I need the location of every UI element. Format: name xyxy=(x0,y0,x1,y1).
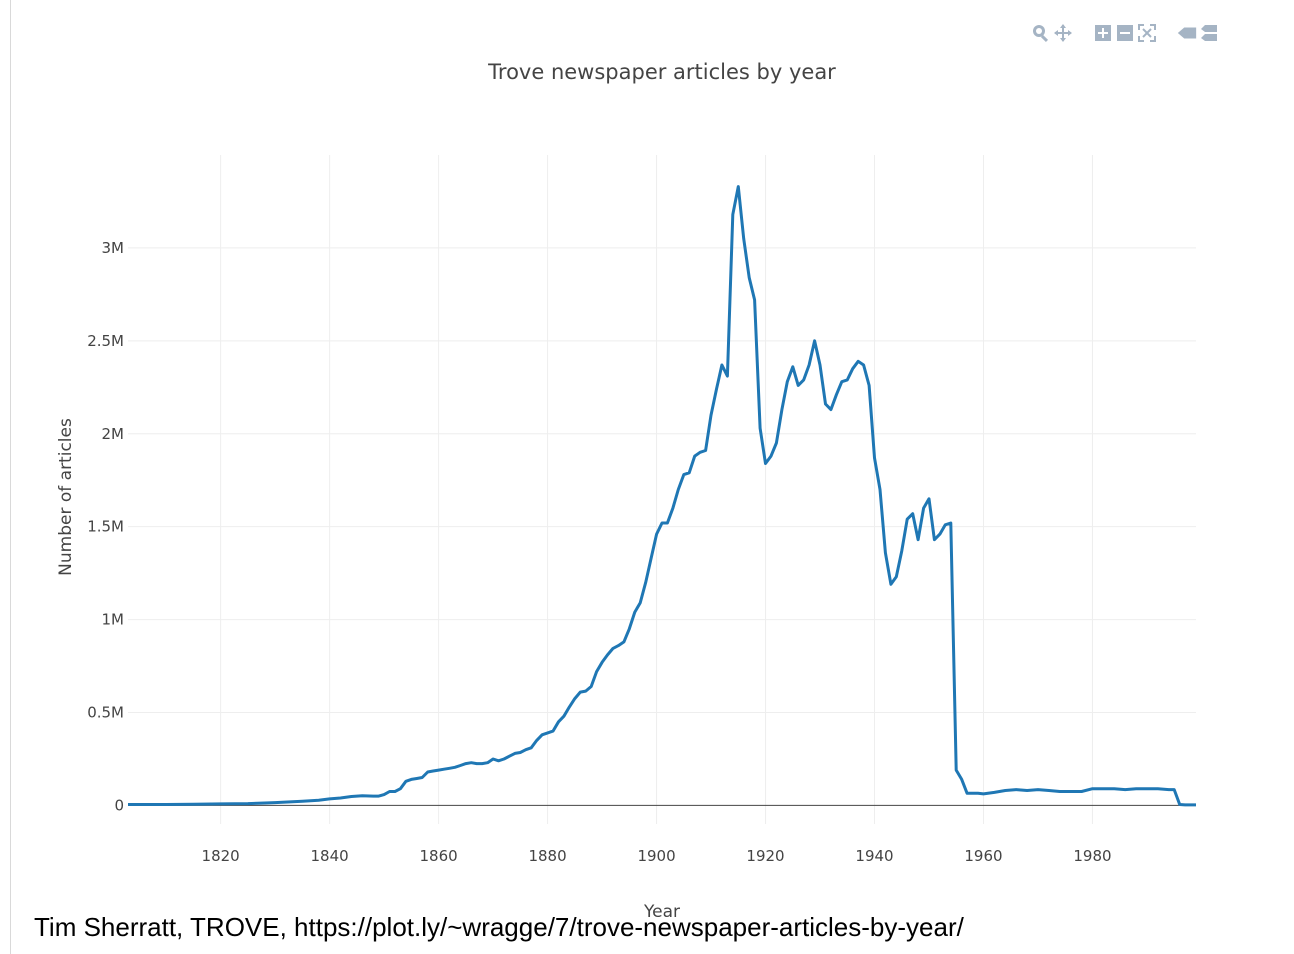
hover-compare-icon xyxy=(1201,25,1217,41)
x-tick-label: 1840 xyxy=(311,847,349,865)
y-tick-label: 2M xyxy=(102,425,125,443)
x-tick-label: 1900 xyxy=(637,847,675,865)
x-tick-label: 1860 xyxy=(419,847,457,865)
zoom-in-icon xyxy=(1095,25,1111,41)
y-tick-label: 1.5M xyxy=(87,518,124,536)
y-axis-label: Number of articles xyxy=(56,418,76,576)
hover-compare-button[interactable] xyxy=(1198,22,1220,44)
x-axis-label: Year xyxy=(643,902,680,922)
page-left-border xyxy=(10,0,11,954)
x-tick-label: 1940 xyxy=(855,847,893,865)
zoom-icon xyxy=(1033,25,1049,43)
autoscale-button[interactable] xyxy=(1136,22,1158,44)
x-tick-label: 1980 xyxy=(1073,847,1111,865)
y-axis-ticks: 0 0.5M 1M 1.5M 2M 2.5M 3M xyxy=(87,239,124,815)
zoom-button[interactable] xyxy=(1030,22,1052,44)
zoom-out-icon xyxy=(1117,25,1133,41)
x-tick-label: 1960 xyxy=(964,847,1002,865)
hover-closest-button[interactable] xyxy=(1176,22,1198,44)
modebar xyxy=(1030,22,1220,44)
autoscale-icon xyxy=(1138,24,1156,42)
x-tick-label: 1820 xyxy=(202,847,240,865)
hover-closest-icon xyxy=(1177,27,1197,39)
grid xyxy=(128,155,1196,824)
zoom-in-button[interactable] xyxy=(1092,22,1114,44)
y-tick-label: 2.5M xyxy=(87,332,124,350)
series-line[interactable] xyxy=(128,185,1196,807)
pan-button[interactable] xyxy=(1052,22,1074,44)
y-tick-label: 3M xyxy=(102,239,125,257)
y-tick-label: 1M xyxy=(102,611,125,629)
x-axis-ticks: 1820 1840 1860 1880 1900 1920 1940 1960 1980 xyxy=(202,847,1112,865)
source-credit: Tim Sherratt, TROVE, https://plot.ly/~wr… xyxy=(34,912,964,942)
y-tick-label: 0 xyxy=(114,796,124,814)
zoom-out-button[interactable] xyxy=(1114,22,1136,44)
x-tick-label: 1880 xyxy=(528,847,566,865)
x-tick-label: 1920 xyxy=(746,847,784,865)
chart-title: Trove newspaper articles by year xyxy=(488,60,836,84)
y-tick-label: 0.5M xyxy=(87,704,124,722)
pan-icon xyxy=(1054,24,1072,42)
